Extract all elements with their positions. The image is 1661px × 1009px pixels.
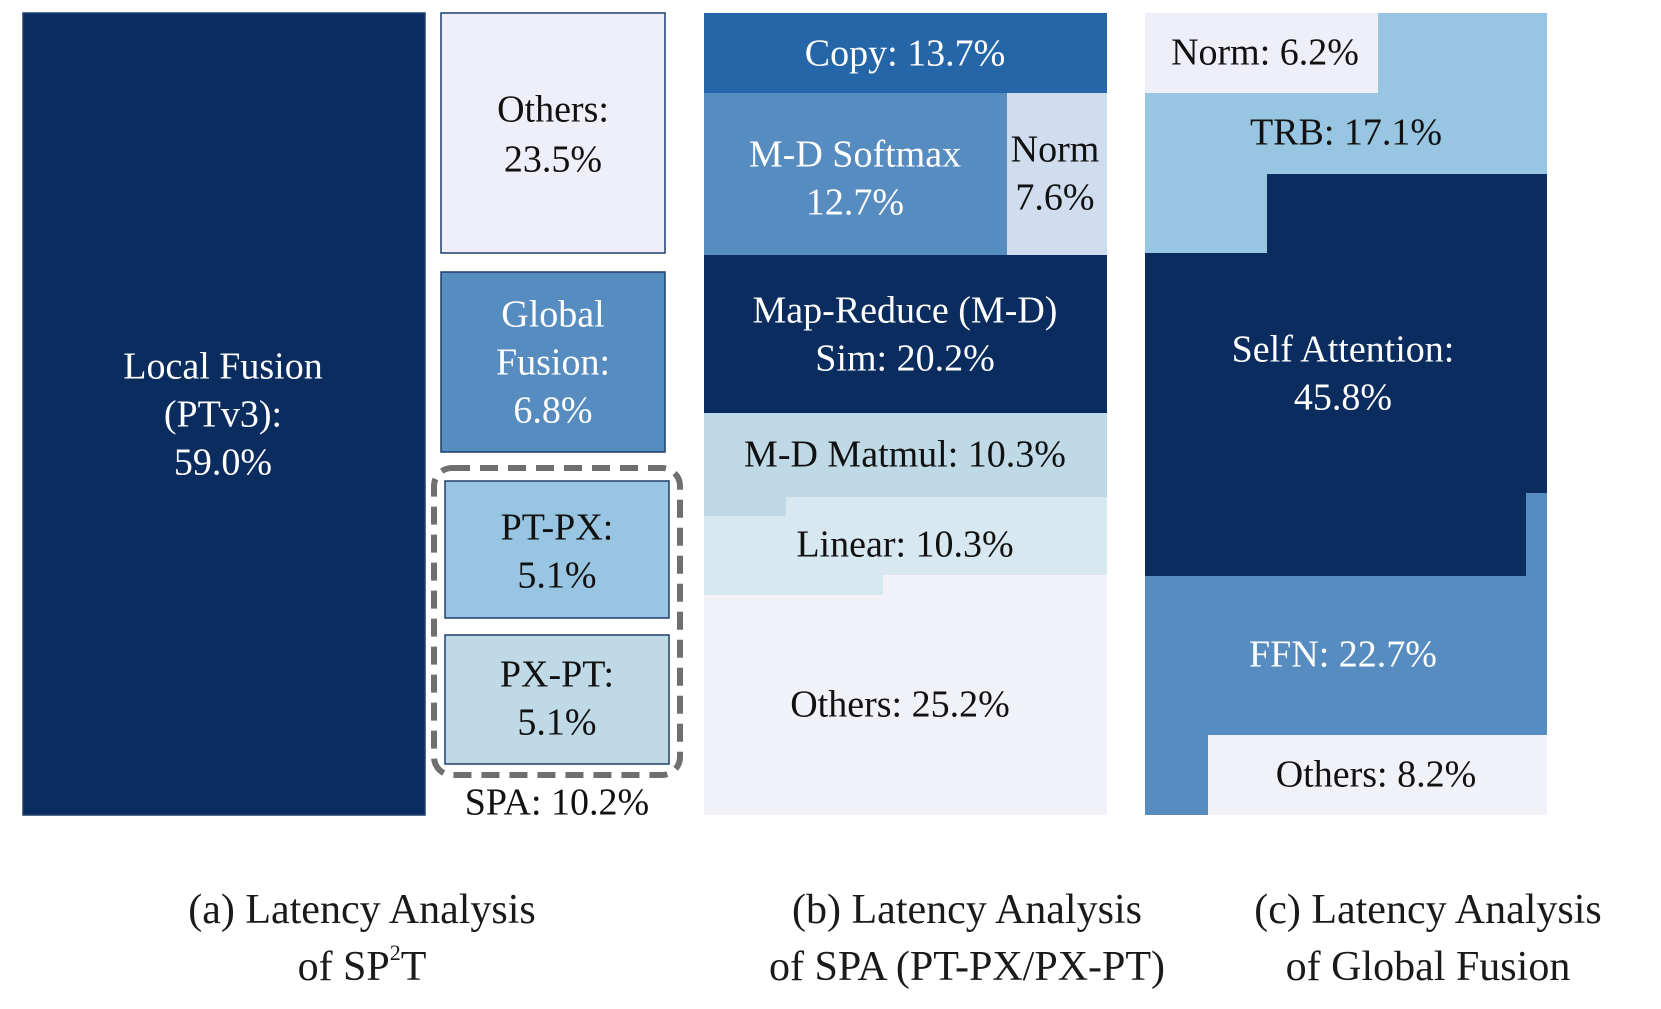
segment-norm	[1145, 13, 1378, 93]
segment-px-pt	[444, 634, 670, 765]
caption-b-line-1: (b) Latency Analysis	[792, 887, 1142, 933]
segment-label-m-d-softmax: 12.7%	[806, 182, 904, 224]
segment-norm	[1007, 93, 1107, 255]
panel-b-spa-latency: Copy: 13.7% M-D Softmax 12.7% Norm 7.6% Map-R…	[704, 13, 1107, 815]
spa-group-box	[431, 465, 683, 778]
segment-label-px-pt: 5.1%	[517, 702, 596, 744]
segment-label-global-fusion: Global	[501, 294, 604, 336]
panel-captions: (a) Latency Analysis of SP2T (b) Latency…	[188, 887, 1602, 990]
segment-others	[1208, 735, 1547, 815]
segment-label-local-fusion-ptv3: Local Fusion	[123, 346, 322, 388]
segment-label-px-pt: PX-PT:	[500, 654, 614, 696]
caption-a-suffix: T	[401, 944, 427, 990]
segment-label-map-reduce-m-d-sim: Map-Reduce (M-D)	[753, 290, 1058, 332]
segment-label-map-reduce-m-d-sim: Sim: 20.2%	[815, 338, 994, 380]
segment-label-m-d-matmul: M-D Matmul: 10.3%	[744, 434, 1066, 476]
segment-self-attention	[1145, 174, 1547, 576]
segment-m-d-softmax	[704, 93, 1007, 255]
caption-b-line-2: of SPA (PT-PX/PX-PT)	[769, 944, 1165, 990]
segment-linear	[704, 497, 1107, 595]
caption-a-text: of SP	[298, 944, 390, 990]
segment-label-norm: 7.6%	[1015, 177, 1094, 219]
segment-label-norm: Norm	[1011, 129, 1100, 171]
segment-label-m-d-softmax: M-D Softmax	[749, 134, 961, 176]
segment-label-others: Others: 25.2%	[790, 684, 1010, 726]
segment-label-self-attention: Self Attention:	[1232, 329, 1455, 371]
segment-label-linear: Linear: 10.3%	[796, 524, 1013, 566]
caption-c-line-2: of Global Fusion	[1286, 944, 1571, 990]
segment-label-self-attention: 45.8%	[1294, 377, 1392, 419]
segment-label-pt-px: PT-PX:	[501, 507, 614, 549]
panel-a-sp2t-latency: Local Fusion (PTv3): 59.0% Others: 23.5% Glob…	[22, 12, 683, 824]
segment-label-global-fusion: 6.8%	[513, 390, 592, 432]
segment-m-d-matmul	[704, 413, 1107, 516]
segment-label-global-fusion: Fusion:	[496, 342, 610, 384]
segment-label-local-fusion-ptv3: (PTv3):	[164, 394, 282, 436]
segment-pt-px	[444, 480, 670, 619]
caption-c-line-1: (c) Latency Analysis	[1254, 887, 1602, 933]
segment-label-norm: Norm: 6.2%	[1171, 32, 1359, 74]
segment-others	[440, 12, 666, 254]
segment-map-reduce-m-d-sim	[704, 255, 1107, 413]
segment-trb	[1145, 13, 1547, 253]
panel-c-global-fusion-latency: Norm: 6.2% TRB: 17.1% Self Attention: 45.8%…	[1145, 13, 1547, 815]
segment-label-others: Others: 8.2%	[1276, 754, 1477, 796]
caption-a-line-1: (a) Latency Analysis	[188, 887, 536, 933]
segment-global-fusion	[440, 271, 666, 453]
segment-label-pt-px: 5.1%	[517, 555, 596, 597]
segment-others	[704, 575, 1107, 815]
segment-local-fusion-ptv3	[22, 12, 426, 816]
segment-ffn	[1145, 493, 1547, 815]
segment-label-ffn: FFN: 22.7%	[1249, 634, 1437, 676]
spa-group-label: SPA: 10.2%	[465, 782, 649, 824]
caption-a-line-2: of SP2T	[298, 940, 427, 990]
caption-a-superscript: 2	[390, 940, 401, 965]
segment-label-others: Others:	[497, 89, 609, 131]
segment-label-local-fusion-ptv3: 59.0%	[174, 442, 272, 484]
segment-label-copy: Copy: 13.7%	[805, 33, 1006, 75]
segment-label-others: 23.5%	[504, 139, 602, 181]
segment-label-trb: TRB: 17.1%	[1250, 112, 1442, 154]
segment-copy	[704, 13, 1107, 93]
